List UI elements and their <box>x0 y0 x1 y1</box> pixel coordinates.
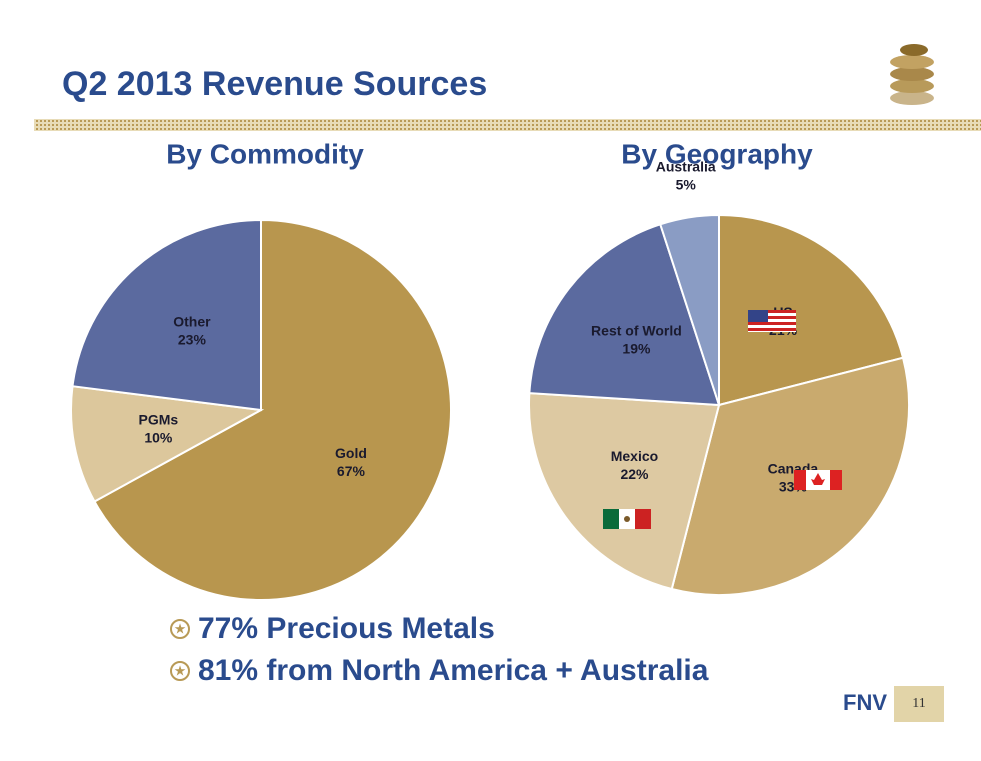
bullet-icon: ★ ★ <box>170 619 190 681</box>
slice-value: 5% <box>676 177 697 193</box>
slide-title: Q2 2013 Revenue Sources <box>62 65 487 103</box>
bullet: 77% Precious Metals <box>198 612 495 645</box>
flag-canada <box>794 470 842 490</box>
chart-title: By Geography <box>621 138 813 169</box>
pie-slice <box>670 356 910 596</box>
logo <box>890 44 934 105</box>
slice-label: Australia <box>656 159 716 175</box>
page-box <box>894 686 944 722</box>
pie-slice <box>659 213 720 406</box>
flag-us <box>748 310 796 332</box>
slice-value: 19% <box>622 341 651 357</box>
slice-label: Rest of World <box>591 323 682 339</box>
chart-title: By Commodity <box>166 138 364 169</box>
slice-label: Mexico <box>611 448 658 464</box>
brand: FNV <box>843 690 887 715</box>
pie-slice <box>528 392 721 591</box>
pie-slice <box>528 223 721 407</box>
pie-slice <box>93 218 452 601</box>
title-rule <box>34 119 981 131</box>
pie-slice <box>70 385 265 503</box>
slice-value: 23% <box>178 331 207 347</box>
slice-label: Gold <box>335 445 367 461</box>
svg-text:★: ★ <box>174 663 187 679</box>
slice-label: PGMs <box>139 411 179 427</box>
slice-label: Other <box>173 313 211 329</box>
bullet: 81% from North America + Australia <box>198 654 709 687</box>
page-number: 11 <box>912 696 925 711</box>
flag-mexico <box>603 509 651 529</box>
slice-value: 22% <box>620 466 649 482</box>
pie-slice <box>718 213 905 407</box>
pie-slice <box>71 218 262 412</box>
svg-text:★: ★ <box>174 621 187 637</box>
slice-value: 10% <box>144 429 173 445</box>
slice-value: 67% <box>337 463 366 479</box>
